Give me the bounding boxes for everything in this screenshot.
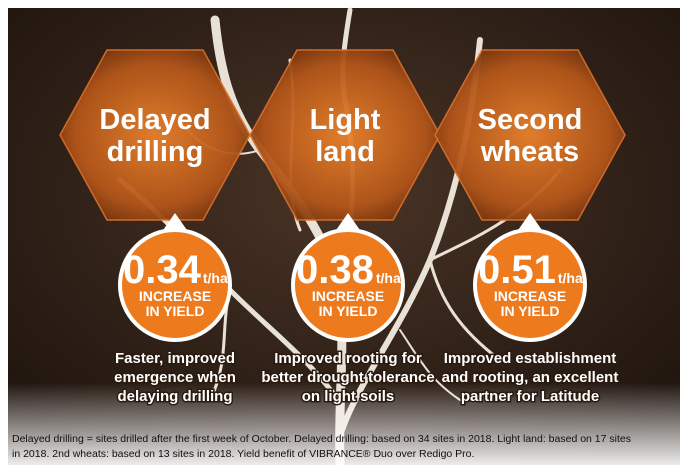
page: Delayeddrilling0.34t/haINCREASEIN YIELDF… — [0, 0, 688, 465]
unit: t/ha — [203, 270, 228, 286]
description: better drought tolerance — [261, 369, 434, 386]
description: delaying drilling — [117, 388, 232, 405]
panel-title: Second — [478, 104, 583, 136]
panel-title: Delayed — [99, 104, 210, 136]
badge-label: INCREASE — [312, 288, 384, 304]
panel-title: Light — [310, 104, 381, 136]
badge-label: IN YIELD — [319, 303, 378, 319]
panel-title: land — [315, 136, 375, 168]
description: on light soils — [302, 388, 395, 405]
unit: t/ha — [558, 270, 583, 286]
footnote: in 2018. 2nd wheats: based on 13 sites i… — [12, 448, 474, 460]
unit: t/ha — [376, 270, 401, 286]
value: 0.34 — [123, 248, 202, 292]
badge-label: INCREASE — [494, 288, 566, 304]
infographic: Delayeddrilling0.34t/haINCREASEIN YIELDF… — [0, 0, 688, 465]
description: emergence when — [114, 369, 236, 386]
badge-label: IN YIELD — [146, 303, 205, 319]
description: partner for Latitude — [461, 388, 599, 405]
badge-label: IN YIELD — [501, 303, 560, 319]
panel-title: drilling — [107, 136, 204, 168]
description: Faster, improved — [115, 350, 235, 367]
description: Improved rooting for — [274, 350, 422, 367]
description: Improved establishment — [444, 350, 617, 367]
value: 0.38 — [296, 248, 374, 292]
description: and rooting, an excellent — [442, 369, 619, 386]
panel-title: wheats — [480, 136, 579, 168]
value: 0.51 — [478, 248, 556, 292]
footnote: Delayed drilling = sites drilled after t… — [12, 433, 631, 445]
badge-label: INCREASE — [139, 288, 211, 304]
